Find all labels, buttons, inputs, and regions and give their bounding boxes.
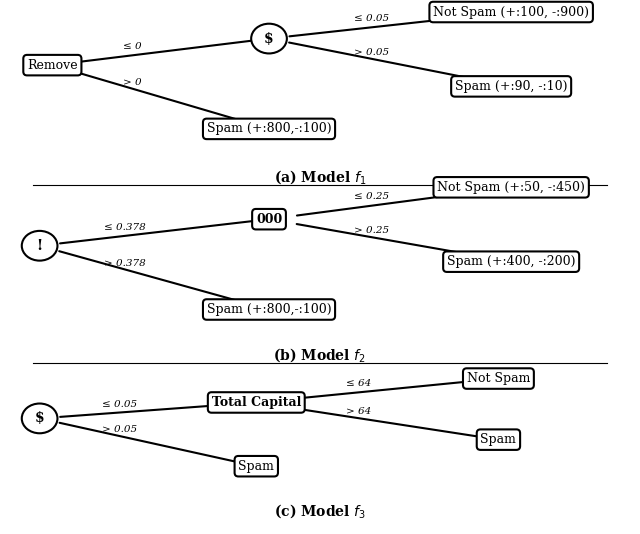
Text: Not Spam: Not Spam [467, 372, 530, 385]
Text: > 64: > 64 [346, 407, 371, 416]
Text: Spam: Spam [238, 460, 274, 473]
Text: Total Capital: Total Capital [212, 396, 301, 409]
Circle shape [22, 404, 58, 433]
Text: Spam (+:800,-:100): Spam (+:800,-:100) [207, 122, 332, 136]
Text: Not Spam (+:50, -:450): Not Spam (+:50, -:450) [437, 181, 585, 194]
Circle shape [22, 231, 58, 261]
Text: $: $ [264, 32, 274, 45]
Text: Not Spam (+:100, -:900): Not Spam (+:100, -:900) [433, 5, 589, 19]
Circle shape [251, 23, 287, 53]
Text: > 0.378: > 0.378 [104, 259, 146, 268]
Text: Remove: Remove [27, 59, 77, 72]
Text: > 0.05: > 0.05 [354, 48, 389, 57]
Text: $: $ [35, 411, 44, 426]
Text: ≤ 0.378: ≤ 0.378 [104, 223, 146, 232]
Text: !: ! [36, 239, 43, 253]
Text: Spam: Spam [481, 433, 516, 446]
Text: Spam (+:90, -:10): Spam (+:90, -:10) [455, 80, 568, 93]
Text: > 0.25: > 0.25 [354, 226, 389, 235]
Text: ≤ 0.05: ≤ 0.05 [102, 399, 138, 409]
Text: ≤ 64: ≤ 64 [346, 379, 371, 388]
Text: ≤ 0.25: ≤ 0.25 [354, 192, 389, 201]
Text: > 0.05: > 0.05 [102, 425, 138, 434]
Text: > 0: > 0 [124, 78, 142, 87]
Text: (a) Model $f_1$: (a) Model $f_1$ [274, 168, 366, 186]
Text: Spam (+:800,-:100): Spam (+:800,-:100) [207, 303, 332, 316]
Text: ≤ 0.05: ≤ 0.05 [354, 14, 389, 23]
Text: (b) Model $f_2$: (b) Model $f_2$ [273, 345, 367, 364]
Text: (c) Model $f_3$: (c) Model $f_3$ [274, 502, 366, 520]
Text: 000: 000 [256, 213, 282, 226]
Text: Spam (+:400, -:200): Spam (+:400, -:200) [447, 255, 575, 268]
Text: ≤ 0: ≤ 0 [124, 42, 142, 51]
